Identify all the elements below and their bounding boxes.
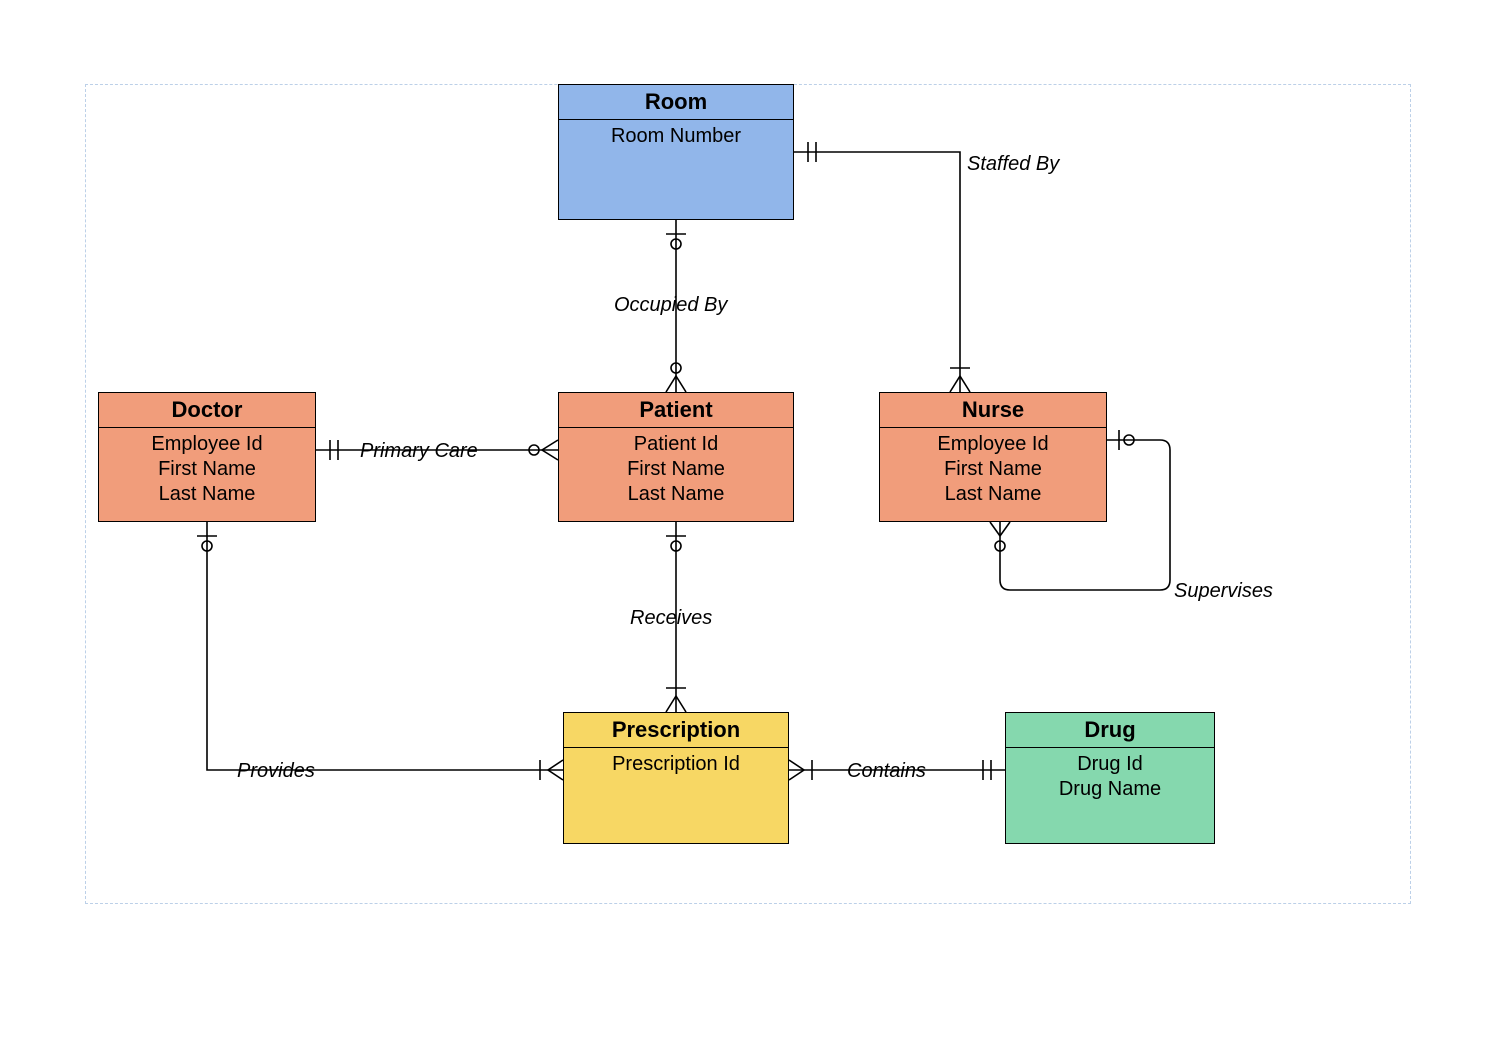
rel-label-supervises: Supervises — [1174, 580, 1273, 603]
entity-attrs: Employee IdFirst NameLast Name — [99, 428, 315, 521]
entity-doctor[interactable]: Doctor Employee IdFirst NameLast Name — [98, 392, 316, 522]
entity-title: Drug — [1006, 713, 1214, 748]
rel-label-provides: Provides — [237, 760, 315, 783]
rel-label-occupied-by: Occupied By — [614, 294, 727, 317]
entity-attrs: Prescription Id — [564, 748, 788, 843]
entity-patient[interactable]: Patient Patient IdFirst NameLast Name — [558, 392, 794, 522]
entity-prescription[interactable]: Prescription Prescription Id — [563, 712, 789, 844]
entity-attrs: Room Number — [559, 120, 793, 219]
entity-title: Patient — [559, 393, 793, 428]
entity-attrs: Drug IdDrug Name — [1006, 748, 1214, 843]
entity-attrs: Employee IdFirst NameLast Name — [880, 428, 1106, 521]
rel-label-primary-care: Primary Care — [360, 440, 478, 463]
entity-title: Nurse — [880, 393, 1106, 428]
entity-title: Doctor — [99, 393, 315, 428]
rel-label-receives: Receives — [630, 607, 712, 630]
entity-attrs: Patient IdFirst NameLast Name — [559, 428, 793, 521]
rel-label-contains: Contains — [847, 760, 926, 783]
rel-label-staffed-by: Staffed By — [967, 153, 1059, 176]
entity-drug[interactable]: Drug Drug IdDrug Name — [1005, 712, 1215, 844]
entity-room[interactable]: Room Room Number — [558, 84, 794, 220]
entity-title: Prescription — [564, 713, 788, 748]
entity-nurse[interactable]: Nurse Employee IdFirst NameLast Name — [879, 392, 1107, 522]
entity-title: Room — [559, 85, 793, 120]
